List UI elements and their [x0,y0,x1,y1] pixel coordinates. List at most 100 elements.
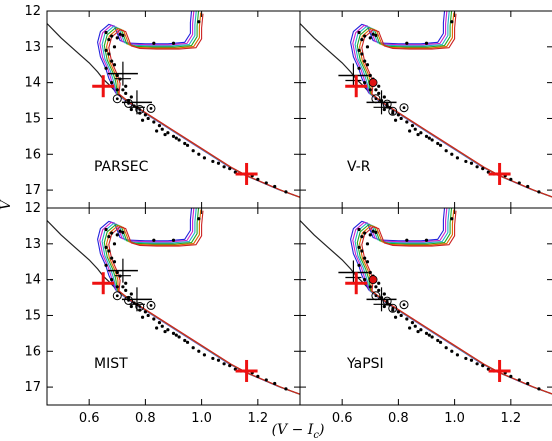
open-circle-marker [135,105,145,114]
star-point [382,292,386,296]
star-point [377,281,381,285]
star-point [377,288,381,292]
panel-frame [299,207,552,406]
panel-plot-area [300,208,552,395]
star-point [357,48,361,53]
y-tick-label: 13 [24,237,41,252]
star-point [537,387,541,391]
star-point [174,136,178,140]
x-tick-label: 1.2 [500,411,521,426]
star-point [393,118,398,122]
star-point [357,30,361,35]
panel-plot-area [47,11,300,198]
open-circle-center [374,294,378,298]
star-point [396,310,400,314]
star-point [374,88,378,92]
star-point [228,364,232,368]
open-circle-marker [399,300,409,310]
star-point [202,156,207,160]
star-point [107,38,111,42]
open-circle-center [374,97,378,101]
star-point [171,41,176,45]
star-point [408,129,412,133]
star-point [197,20,201,24]
star-point [216,161,221,165]
x-tick-label: 1.0 [444,411,465,426]
star-point [363,81,367,85]
star-point [363,59,367,63]
open-circle-marker [146,300,156,310]
star-point [143,310,147,314]
open-circle-center [402,303,406,307]
star-point [393,315,398,319]
star-point [481,167,485,171]
star-point [419,131,423,135]
star-point [152,317,156,321]
star-point [183,141,187,146]
star-point [450,152,454,156]
open-circle-marker [124,295,134,305]
star-point [424,331,429,335]
y-tick-label: 16 [24,344,41,359]
star-point [526,184,530,189]
y-tick-label: 13 [24,40,41,55]
star-point [405,238,409,242]
star-point [104,263,108,267]
star-point [160,324,164,328]
x-tick-label: 0.6 [332,411,353,426]
y-tick-label: 17 [24,380,41,395]
star-point [177,335,181,339]
star-point [410,321,415,325]
star-point [475,165,479,169]
star-point [121,285,125,289]
open-circle-marker [112,94,122,104]
star-point [537,190,541,194]
open-circle-marker [124,98,134,108]
y-tick-label: 17 [24,183,41,198]
star-point [365,63,370,67]
star-point [157,321,162,325]
star-point [363,278,367,282]
star-point [405,317,409,321]
star-point [368,88,372,92]
star-point [121,33,125,37]
star-point [211,159,215,164]
isochrone-line [108,210,300,395]
x-tick-label: 1.2 [247,411,268,426]
star-point [107,235,111,239]
star-point [382,95,386,99]
star-point [481,364,485,368]
open-circle-center [149,107,153,110]
star-point [264,181,268,185]
star-point [424,41,429,45]
star-point [374,33,378,37]
star-point [166,328,170,332]
star-point [104,30,108,35]
star-point [405,120,409,124]
star-point [155,326,159,330]
open-circle-marker [382,99,392,109]
star-point [166,131,170,135]
x-axis-label: (V − Ic) [272,422,325,441]
star-point [368,285,372,289]
star-point [121,88,125,92]
star-point [405,41,409,45]
star-point [140,315,145,319]
panel-plot-area [47,208,300,395]
star-point [399,116,403,121]
star-point [171,238,176,242]
open-circle-marker [388,106,398,116]
star-point [430,138,434,142]
star-point [273,381,277,386]
star-point [115,36,119,40]
star-point [124,288,128,292]
star-point [222,165,226,169]
star-point [396,113,400,117]
star-point [118,229,122,233]
star-point [464,159,468,164]
star-point [450,349,454,353]
star-point [273,184,277,189]
star-point [146,313,150,318]
y-tick-label: 15 [24,111,41,126]
star-point [410,124,415,128]
